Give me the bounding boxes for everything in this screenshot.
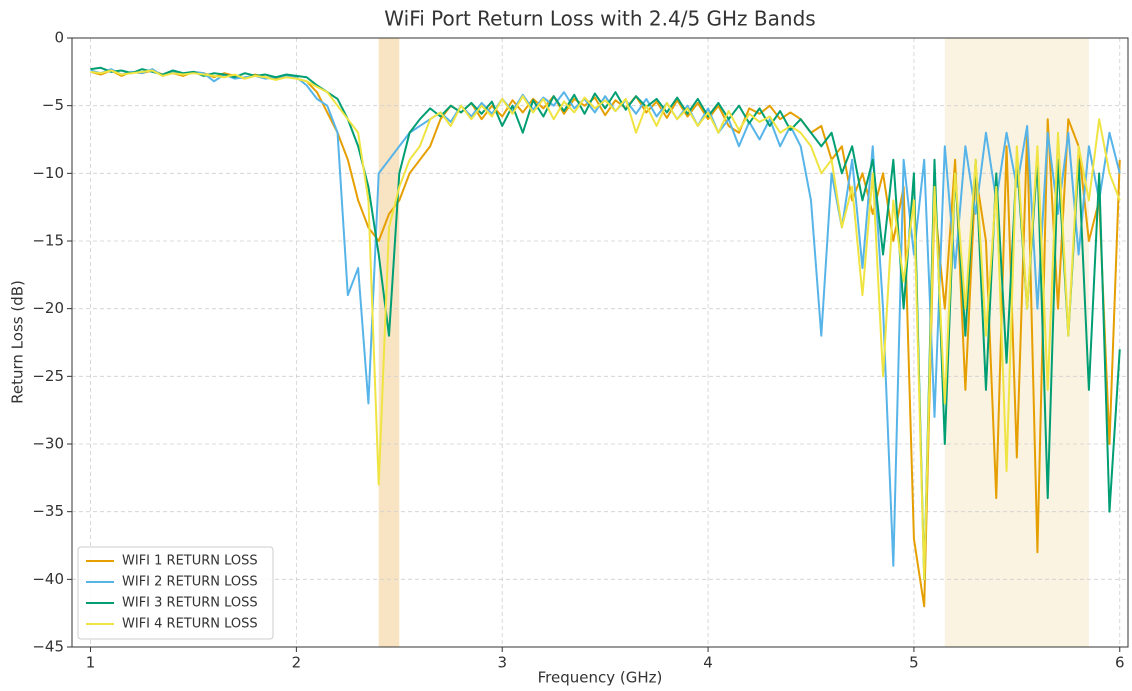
legend-label: WIFI 2 RETURN LOSS xyxy=(122,575,258,590)
x-tick-label: 4 xyxy=(703,654,713,672)
legend-label: WIFI 4 RETURN LOSS xyxy=(122,617,258,632)
plot-frame xyxy=(71,37,1129,648)
x-tick-label: 2 xyxy=(292,654,302,672)
y-tick-label: 0 xyxy=(54,29,64,47)
x-tick-label: 1 xyxy=(86,654,96,672)
y-tick-label: −20 xyxy=(32,299,64,317)
y-tick-label: −30 xyxy=(32,435,64,453)
x-tick-label: 6 xyxy=(1115,654,1125,672)
frequency-band xyxy=(378,38,400,647)
chart-title: WiFi Port Return Loss with 2.4/5 GHz Ban… xyxy=(384,7,815,31)
x-tick-label: 5 xyxy=(909,654,919,672)
y-tick-label: −5 xyxy=(42,96,64,114)
legend: WIFI 1 RETURN LOSS WIFI 2 RETURN LOSS WIFI… xyxy=(77,546,274,640)
frequency-band xyxy=(944,38,1089,647)
legend-label: WIFI 3 RETURN LOSS xyxy=(122,596,258,611)
legend-box xyxy=(77,546,274,640)
y-tick-label: −45 xyxy=(32,638,64,656)
x-axis-label: Frequency (GHz) xyxy=(538,669,663,687)
legend-label: WIFI 1 RETURN LOSS xyxy=(122,554,258,569)
series-line xyxy=(90,66,1121,581)
y-tick-label: −10 xyxy=(32,164,64,182)
y-tick-label: −35 xyxy=(32,502,64,520)
y-tick-label: −15 xyxy=(32,232,64,250)
x-tick-label: 3 xyxy=(497,654,507,672)
y-tick-label: −25 xyxy=(32,367,64,385)
y-axis-label: Return Loss (dB) xyxy=(9,280,27,404)
y-tick-label: −40 xyxy=(32,570,64,588)
series-line xyxy=(90,69,1121,581)
